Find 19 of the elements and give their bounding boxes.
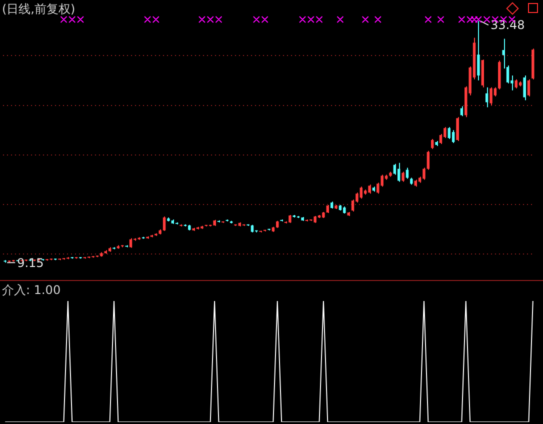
candlestick bbox=[448, 126, 450, 140]
candlestick bbox=[162, 216, 166, 232]
candlestick bbox=[431, 138, 434, 150]
chart-title: 介入: 1.00 bbox=[2, 282, 61, 299]
candlestick bbox=[422, 167, 426, 180]
candlestick bbox=[452, 130, 455, 144]
candlestick bbox=[485, 86, 488, 108]
annotation: 33.48 bbox=[490, 18, 525, 32]
candlestick bbox=[460, 106, 464, 117]
candlestick bbox=[477, 20, 480, 81]
candlestick bbox=[426, 150, 430, 170]
candlestick bbox=[456, 116, 459, 142]
candlestick bbox=[360, 186, 363, 200]
annotation: 9.15 bbox=[17, 256, 44, 270]
candlestick bbox=[402, 171, 404, 182]
candlestick bbox=[490, 86, 492, 106]
candlestick bbox=[523, 74, 526, 101]
candlestick bbox=[527, 78, 530, 97]
chart-title: (日线,前复权) bbox=[2, 1, 76, 18]
